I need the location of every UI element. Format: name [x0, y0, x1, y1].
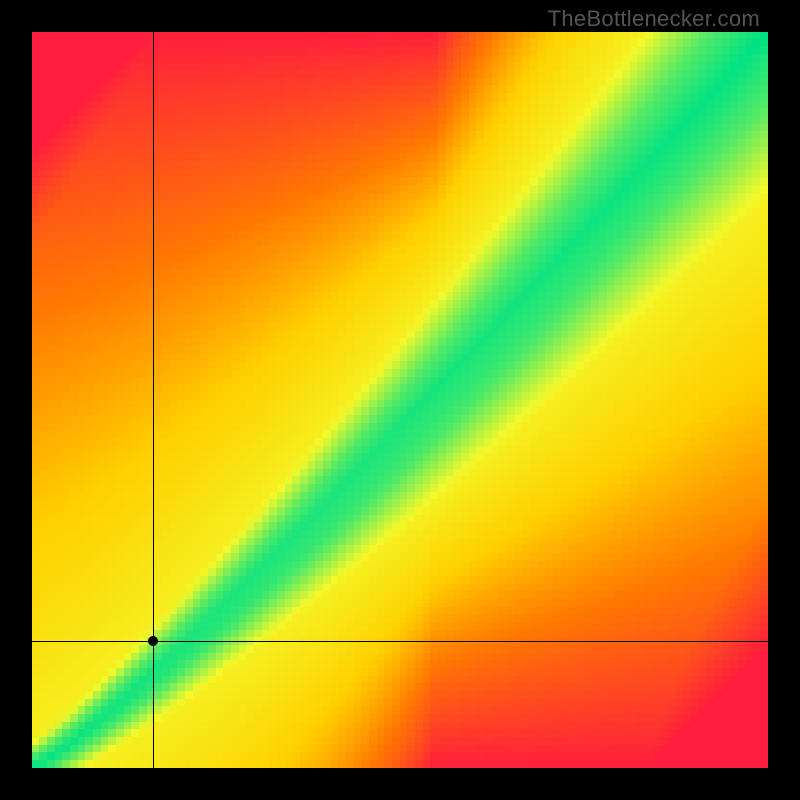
watermark-text: TheBottlenecker.com	[548, 6, 760, 32]
heatmap-canvas	[32, 32, 768, 768]
plot-area	[32, 32, 768, 768]
crosshair-marker	[148, 636, 158, 646]
chart-container: TheBottlenecker.com	[0, 0, 800, 800]
crosshair-horizontal	[32, 641, 768, 642]
crosshair-vertical	[153, 32, 154, 768]
